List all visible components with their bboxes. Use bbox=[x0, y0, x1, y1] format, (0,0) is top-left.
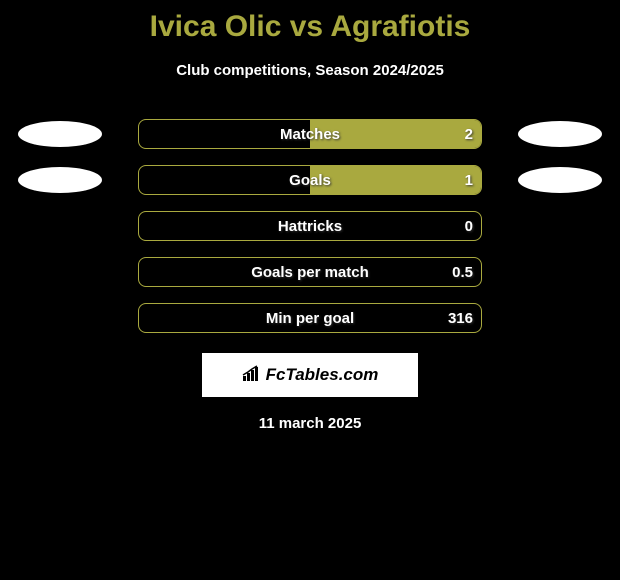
stat-row: 2Matches bbox=[0, 119, 620, 149]
stat-bar: 2Matches bbox=[138, 119, 482, 149]
player-right-marker bbox=[518, 121, 602, 147]
stat-row: 1Goals bbox=[0, 165, 620, 195]
stat-value-right: 0.5 bbox=[452, 258, 473, 286]
stat-value-right: 2 bbox=[465, 120, 473, 148]
chart-icon bbox=[242, 364, 262, 387]
stat-value-right: 316 bbox=[448, 304, 473, 332]
stats-rows: 2Matches 1Goals 0Hattricks 0.5Goals per mat… bbox=[0, 119, 620, 333]
player-right-marker bbox=[518, 167, 602, 193]
stat-bar: 0.5Goals per match bbox=[138, 257, 482, 287]
stat-bar: 316Min per goal bbox=[138, 303, 482, 333]
stat-row: 316Min per goal bbox=[0, 303, 620, 333]
stat-label: Min per goal bbox=[139, 304, 481, 332]
stat-row: 0Hattricks bbox=[0, 211, 620, 241]
page-title: Ivica Olic vs Agrafiotis bbox=[0, 0, 620, 44]
player-left-marker bbox=[18, 121, 102, 147]
date-label: 11 march 2025 bbox=[0, 415, 620, 432]
bar-fill-right bbox=[310, 166, 481, 194]
stat-label: Hattricks bbox=[139, 212, 481, 240]
player-left-marker bbox=[18, 167, 102, 193]
bar-fill-right bbox=[310, 120, 481, 148]
stat-row: 0.5Goals per match bbox=[0, 257, 620, 287]
stat-bar: 0Hattricks bbox=[138, 211, 482, 241]
stat-value-right: 1 bbox=[465, 166, 473, 194]
stat-bar: 1Goals bbox=[138, 165, 482, 195]
stat-value-right: 0 bbox=[465, 212, 473, 240]
brand-box[interactable]: FcTables.com bbox=[202, 353, 418, 397]
stat-label: Goals per match bbox=[139, 258, 481, 286]
brand-label: FcTables.com bbox=[242, 364, 379, 387]
subtitle: Club competitions, Season 2024/2025 bbox=[0, 62, 620, 79]
brand-text: FcTables.com bbox=[266, 365, 379, 385]
